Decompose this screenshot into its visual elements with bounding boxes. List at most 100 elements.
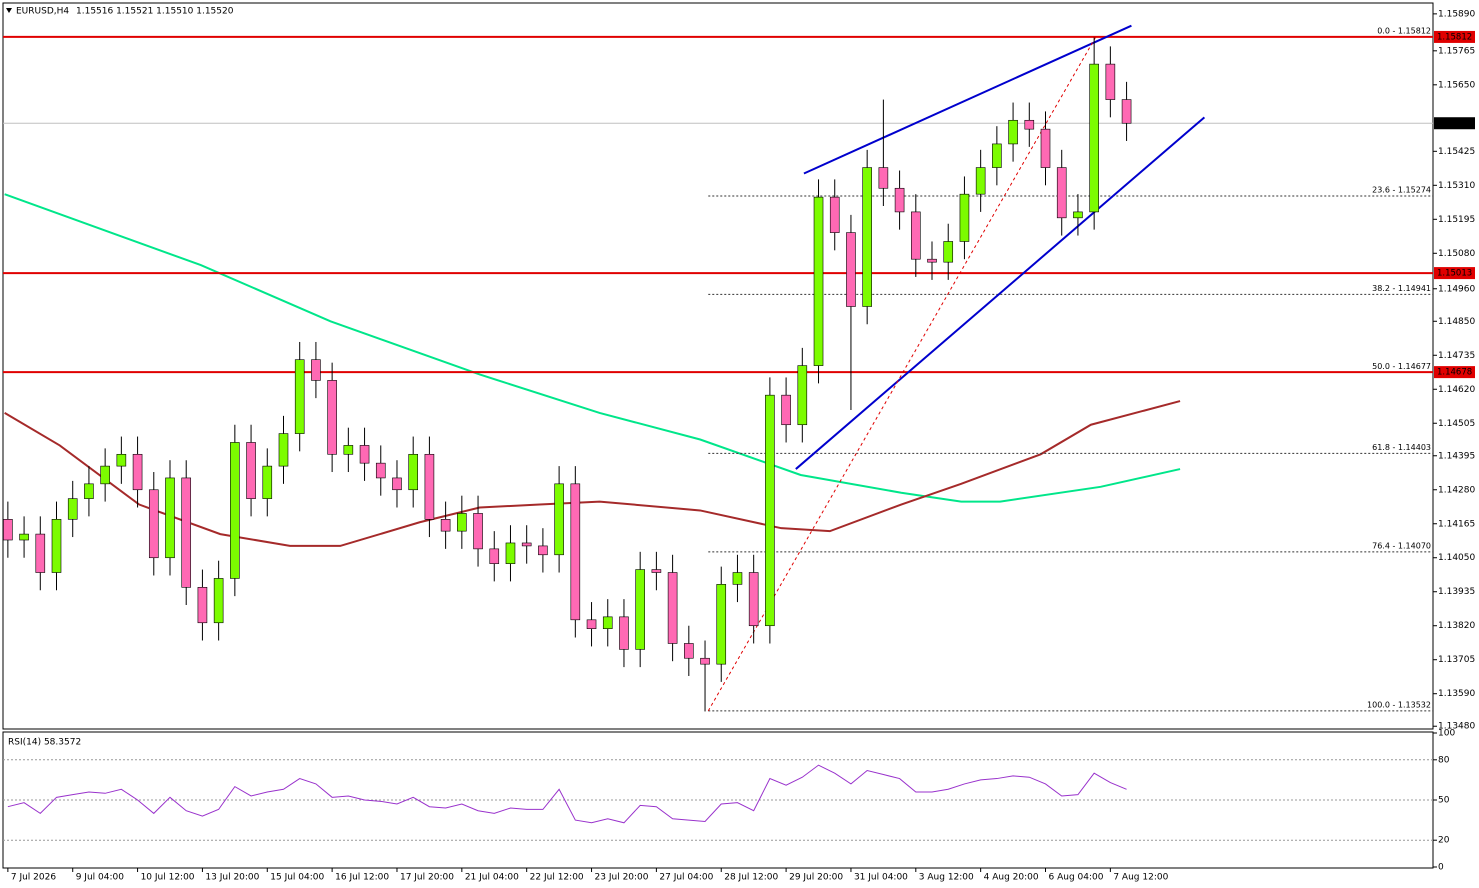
fib-label: 0.0 - 1.15812 (1377, 26, 1431, 35)
candle-body (440, 519, 451, 532)
candle-body (375, 462, 386, 479)
candle-body (781, 394, 791, 426)
fib-label: 61.8 - 1.14403 (1372, 443, 1431, 452)
level-box (1434, 267, 1475, 280)
y-tick-label: 1.15195 (1438, 215, 1475, 225)
candle-body (602, 616, 613, 629)
candle-body (424, 453, 435, 520)
candle-body (992, 143, 1002, 168)
candle-body (732, 572, 743, 585)
candle-body (813, 196, 824, 366)
candle-body (84, 483, 94, 499)
candle-body (667, 572, 678, 644)
candle-body (165, 477, 175, 559)
moving-average (4, 400, 1181, 547)
chart-title: EURUSD,H4 (16, 7, 69, 17)
candle-body (894, 187, 905, 213)
x-tick-label: 15 Jul 04:00 (270, 873, 324, 883)
candle-body (1024, 119, 1035, 130)
y-tick-label: 1.14735 (1438, 351, 1475, 361)
x-tick-label: 29 Jul 20:00 (789, 873, 843, 883)
x-tick-label: 21 Jul 04:00 (465, 873, 519, 883)
candle-body (765, 394, 775, 627)
fib-label: 76.4 - 1.14070 (1372, 541, 1431, 550)
fib-label: 50.0 - 1.14677 (1372, 362, 1431, 371)
y-tick-label: 1.14960 (1438, 284, 1475, 294)
candle-body (1040, 128, 1051, 168)
candle-body (635, 569, 645, 650)
candle-body (392, 477, 402, 491)
x-tick-label: 7 Jul 2026 (11, 873, 56, 883)
candle-body (100, 465, 110, 485)
y-tick-label: 1.15650 (1438, 80, 1475, 90)
candle-body (619, 616, 629, 650)
symbol-marker (6, 8, 12, 13)
candle-body (554, 483, 564, 556)
x-tick-label: 17 Jul 20:00 (400, 873, 454, 883)
y-tick-label: 1.13935 (1438, 587, 1475, 597)
level-box (1434, 30, 1475, 43)
fib-label: 100.0 - 1.13532 (1367, 700, 1431, 709)
y-tick-label: 1.14280 (1438, 485, 1475, 495)
y-tick-label: 1.14395 (1438, 451, 1475, 461)
candle-body (846, 232, 856, 307)
candle-body (489, 548, 500, 564)
candle-body (311, 359, 321, 381)
trendline (795, 116, 1206, 470)
candle-body (67, 498, 78, 520)
x-tick-label: 9 Jul 04:00 (76, 873, 125, 883)
y-tick-label: 1.13480 (1438, 722, 1475, 732)
moving-average (4, 193, 1181, 503)
y-tick-label: 1.14505 (1438, 419, 1475, 429)
fib-label: 23.6 - 1.15274 (1372, 185, 1431, 194)
candle-body (521, 542, 532, 547)
candle-body (959, 193, 970, 242)
candle-body (538, 545, 548, 556)
candle-body (1105, 63, 1116, 100)
level-label: 1.15013 (1437, 269, 1472, 279)
candle-body (684, 643, 694, 659)
candle-body (505, 542, 516, 564)
candle-body (116, 453, 127, 467)
candle-body (181, 477, 192, 588)
candle-body (278, 433, 289, 467)
candle-body (51, 519, 62, 573)
candle-body (651, 569, 662, 573)
x-tick-label: 28 Jul 12:00 (724, 873, 778, 883)
candle-body (408, 453, 418, 491)
x-tick-label: 6 Aug 04:00 (1049, 873, 1104, 883)
candle-body (148, 489, 159, 559)
rsi-line (7, 764, 1127, 824)
candle-body (132, 453, 143, 491)
y-tick-label: 1.15425 (1438, 147, 1475, 157)
candle-body (878, 167, 889, 189)
candle-body (716, 584, 727, 665)
level-label: 1.14678 (1437, 368, 1472, 378)
main-panel-frame (2, 2, 1434, 730)
candle-body (457, 513, 467, 532)
candle-body (246, 442, 256, 499)
candle-body (262, 465, 273, 499)
x-tick-label: 16 Jul 12:00 (335, 873, 389, 883)
rsi-tick-label: 50 (1438, 796, 1450, 806)
candle-body (3, 519, 13, 541)
y-tick-label: 1.14165 (1438, 519, 1475, 529)
x-tick-label: 22 Jul 12:00 (530, 873, 584, 883)
quote: 1.15516 1.15521 1.15510 1.15520 (76, 7, 234, 17)
rsi-tick-label: 100 (1438, 729, 1455, 739)
candle-body (1089, 63, 1099, 213)
candle-body (927, 258, 937, 263)
y-tick-label: 1.15310 (1438, 181, 1475, 191)
rsi-tick-label: 20 (1438, 836, 1450, 846)
x-tick-label: 31 Jul 04:00 (854, 873, 908, 883)
candle-body (570, 483, 581, 621)
y-tick-label: 1.13590 (1438, 689, 1475, 699)
y-tick-label: 1.14620 (1438, 385, 1475, 395)
candle-body (829, 196, 840, 233)
y-tick-label: 1.14050 (1438, 553, 1475, 563)
x-tick-label: 3 Aug 12:00 (919, 873, 974, 883)
y-tick-label: 1.15765 (1438, 46, 1475, 56)
x-tick-label: 10 Jul 12:00 (141, 873, 195, 883)
y-tick-label: 1.13705 (1438, 655, 1475, 665)
